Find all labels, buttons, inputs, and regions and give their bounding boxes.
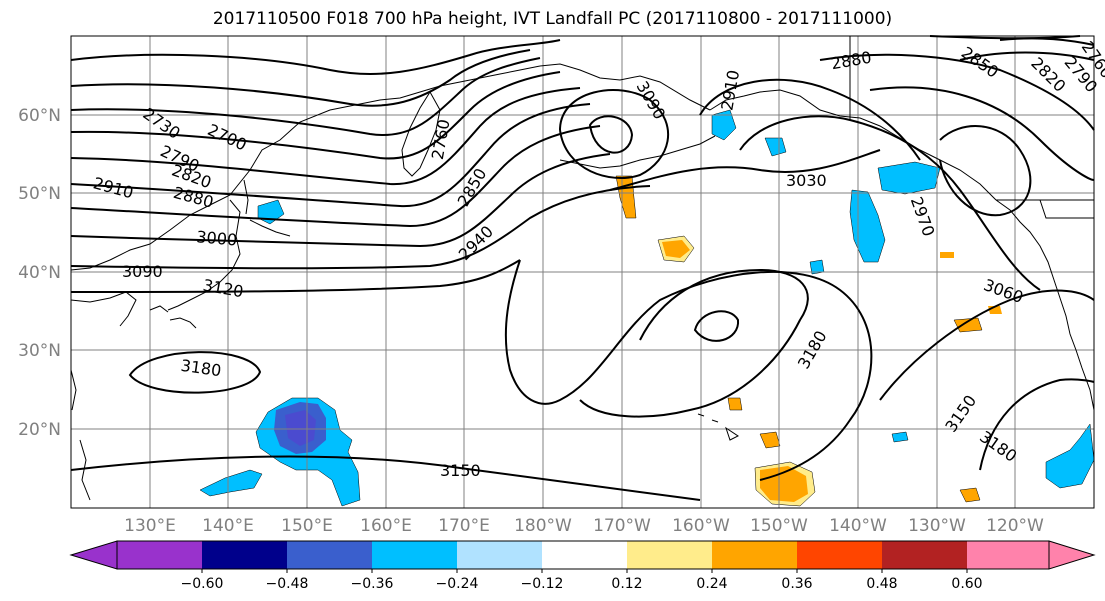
plot-frame bbox=[70, 35, 1095, 509]
height-contours bbox=[70, 35, 1095, 501]
colorbar-segment bbox=[542, 541, 627, 569]
lat-label: 50°N bbox=[18, 184, 61, 204]
lat-labels: 60°N 50°N 40°N 30°N 20°N bbox=[18, 106, 61, 440]
colorbar-segment bbox=[797, 541, 882, 569]
ivt-shading bbox=[199, 109, 1095, 507]
lon-label: 150°E bbox=[281, 516, 333, 536]
lon-label: 130°W bbox=[908, 516, 966, 536]
colorbar-ticks bbox=[201, 569, 968, 573]
colorbar-frame bbox=[116, 540, 1050, 570]
colorbar-tick-label: −0.12 bbox=[521, 576, 564, 592]
contour-label: 3000 bbox=[196, 227, 238, 249]
contour-label: 3030 bbox=[786, 171, 827, 190]
colorbar-segment bbox=[627, 541, 712, 569]
lon-label: 170°E bbox=[438, 516, 490, 536]
lon-label: 170°W bbox=[593, 516, 651, 536]
lat-label: 60°N bbox=[18, 106, 61, 126]
colorbar-tick-label: −0.48 bbox=[266, 576, 309, 592]
colorbar-segment bbox=[372, 541, 457, 569]
lon-labels: 130°E 140°E 150°E 160°E 170°E 180°W 170°… bbox=[124, 516, 1044, 536]
colorbar-tick-label: −0.36 bbox=[351, 576, 394, 592]
colorbar-segment bbox=[117, 541, 202, 569]
colorbar-tick-label: 0.12 bbox=[611, 576, 642, 592]
colorbar-tick-label: 0.48 bbox=[866, 576, 897, 592]
colorbar-min-extend bbox=[69, 540, 118, 570]
lat-label: 30°N bbox=[18, 341, 61, 361]
colorbar-tick-label: −0.60 bbox=[181, 576, 224, 592]
lon-label: 150°W bbox=[750, 516, 808, 536]
colorbar-segment bbox=[457, 541, 542, 569]
colorbar-segment bbox=[287, 541, 372, 569]
lon-label: 160°W bbox=[672, 516, 730, 536]
lon-label: 140°E bbox=[202, 516, 254, 536]
colorbar-segment bbox=[967, 541, 1049, 569]
lat-label: 40°N bbox=[18, 263, 61, 283]
lon-label: 120°W bbox=[986, 516, 1044, 536]
colorbar: −0.60 −0.48 −0.36 −0.24 −0.12 0.12 0.24 … bbox=[69, 540, 1096, 592]
colorbar-tick-label: 0.36 bbox=[781, 576, 812, 592]
colorbar-segment bbox=[712, 541, 797, 569]
colorbar-segment bbox=[202, 541, 287, 569]
lon-label: 160°E bbox=[360, 516, 412, 536]
contour-label: 3150 bbox=[440, 461, 481, 480]
lon-label: 130°E bbox=[124, 516, 176, 536]
contour-label: 3090 bbox=[122, 262, 163, 281]
colorbar-tick-label: −0.24 bbox=[436, 576, 479, 592]
colorbar-tick-label: 0.24 bbox=[696, 576, 727, 592]
lon-label: 140°W bbox=[829, 516, 887, 536]
lon-label: 180°W bbox=[514, 516, 572, 536]
coastlines bbox=[70, 36, 1095, 501]
colorbar-segment bbox=[882, 541, 967, 569]
colorbar-max-extend bbox=[1048, 540, 1096, 570]
colorbar-tick-label: 0.60 bbox=[951, 576, 982, 592]
lat-label: 20°N bbox=[18, 420, 61, 440]
map-title: 2017110500 F018 700 hPa height, IVT Land… bbox=[212, 9, 893, 29]
